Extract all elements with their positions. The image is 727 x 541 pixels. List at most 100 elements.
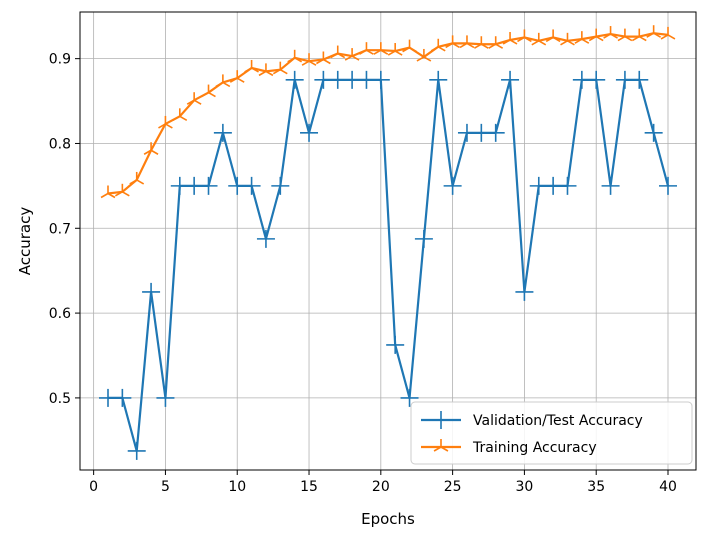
marker-arm: [215, 81, 224, 88]
data-point-marker: [515, 282, 534, 301]
data-point-marker: [129, 171, 145, 185]
marker-arm: [150, 149, 159, 155]
marker-arm: [631, 35, 640, 42]
series-layer: [99, 25, 677, 460]
data-point-marker: [587, 70, 606, 89]
marker-arm: [531, 40, 540, 46]
marker-arm: [660, 34, 669, 40]
data-point-marker: [143, 142, 159, 155]
data-point-marker: [215, 74, 231, 88]
data-point-marker: [560, 32, 575, 46]
data-point-marker: [414, 229, 433, 248]
x-tick-label: 5: [161, 479, 170, 495]
marker-arm: [653, 32, 661, 38]
marker-arm: [308, 60, 317, 66]
series-validation-test: [99, 70, 677, 460]
data-point-marker: [517, 29, 532, 43]
data-point-marker: [272, 61, 288, 75]
marker-arm: [294, 57, 303, 63]
legend-swatch-marker: [433, 439, 449, 452]
marker-arm: [344, 55, 353, 61]
marker-arm: [287, 57, 296, 63]
data-point-marker: [402, 39, 417, 53]
marker-arm: [445, 42, 454, 49]
y-tick-label: 0.6: [49, 306, 71, 322]
marker-arm: [452, 42, 460, 49]
marker-arm: [143, 149, 152, 155]
data-point-marker: [400, 388, 419, 407]
data-point-marker: [344, 48, 360, 61]
data-point-marker: [371, 70, 390, 89]
data-point-marker: [301, 53, 317, 66]
data-point-marker: [258, 63, 274, 77]
data-point-marker: [373, 42, 389, 55]
data-point-marker: [502, 31, 518, 45]
marker-arm: [121, 191, 130, 197]
marker-arm: [301, 60, 310, 66]
marker-arm: [509, 39, 518, 45]
data-point-marker: [486, 123, 505, 142]
data-point-marker: [588, 28, 604, 42]
marker-arm: [201, 91, 209, 98]
marker-arm: [251, 67, 259, 73]
axis-ticks: 0 5 10 15 20 25 30 35 40 0.5 0.6 0.7 0.8 0.9: [49, 52, 677, 495]
x-tick-label: 10: [228, 479, 246, 495]
marker-arm: [624, 35, 633, 42]
marker-arm: [416, 56, 425, 62]
marker-arm: [330, 52, 339, 59]
legend-swatch-marker: [432, 411, 450, 429]
marker-arm: [603, 33, 611, 39]
marker-arm: [466, 42, 475, 49]
series-training: [100, 25, 676, 199]
x-axis-label: Epochs: [361, 510, 415, 528]
marker-arm: [222, 81, 231, 88]
marker-arm: [244, 67, 252, 73]
marker-arm: [322, 58, 331, 65]
data-point-marker: [359, 42, 374, 55]
x-tick-label: 0: [89, 479, 98, 495]
marker-arm: [433, 446, 442, 452]
data-point-marker: [244, 59, 259, 73]
x-tick-label: 15: [300, 479, 318, 495]
marker-arm: [638, 35, 647, 42]
marker-arm: [186, 99, 195, 105]
data-point-marker: [630, 70, 649, 89]
data-point-marker: [443, 176, 462, 195]
data-point-marker: [501, 70, 520, 89]
marker-arm: [502, 39, 511, 45]
marker-arm: [272, 68, 281, 75]
marker-arm: [409, 46, 417, 53]
data-point-marker: [659, 176, 677, 195]
data-point-marker: [172, 108, 188, 122]
marker-arm: [366, 49, 374, 55]
marker-arm: [545, 36, 554, 43]
data-point-marker: [201, 84, 216, 98]
legend-entry: Validation/Test Accuracy: [421, 411, 643, 429]
marker-arm: [316, 58, 324, 65]
data-point-marker: [631, 28, 647, 42]
legend-label: Training Accuracy: [472, 440, 597, 456]
marker-arm: [430, 46, 439, 52]
marker-arm: [359, 49, 367, 55]
data-point-marker: [445, 35, 460, 49]
data-point-marker: [558, 176, 577, 195]
data-point-marker: [601, 176, 620, 195]
marker-arm: [667, 34, 676, 40]
marker-arm: [236, 77, 245, 83]
data-point-marker: [158, 115, 173, 129]
data-point-marker: [416, 48, 432, 62]
data-point-marker: [386, 335, 405, 354]
data-point-marker: [242, 176, 261, 195]
data-point-marker: [213, 123, 232, 142]
marker-arm: [517, 36, 525, 43]
marker-arm: [574, 38, 583, 44]
marker-arm: [495, 43, 504, 49]
data-point-marker: [256, 229, 275, 248]
marker-arm: [423, 56, 432, 62]
marker-arm: [610, 33, 618, 39]
marker-arm: [560, 40, 568, 46]
data-point-marker: [287, 49, 303, 63]
legend-entry: Training Accuracy: [421, 439, 597, 456]
